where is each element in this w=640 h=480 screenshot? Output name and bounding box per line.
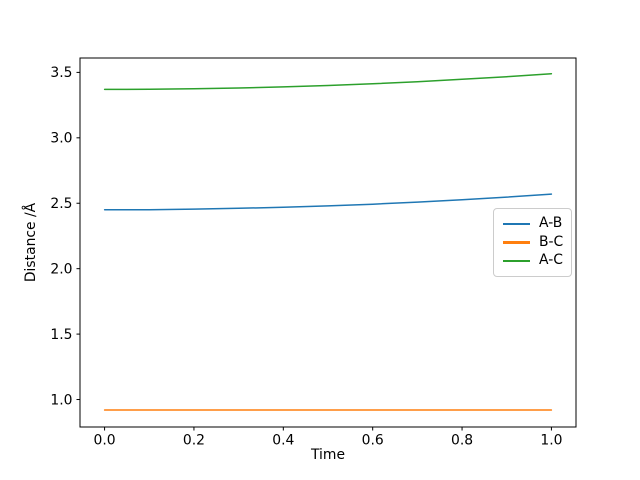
y-axis-ticks: 1.0 1.5 2.0 2.5 3.0 3.5 bbox=[50, 65, 80, 408]
series-line-a-b bbox=[103, 193, 553, 211]
series-line-a-c bbox=[103, 72, 553, 91]
y-tick-label: 2.0 bbox=[50, 261, 72, 277]
legend-entry: A-B bbox=[503, 214, 564, 231]
legend-line-swatch bbox=[503, 241, 530, 244]
y-tick-label: 1.0 bbox=[50, 392, 72, 408]
y-tick-label: 3.5 bbox=[50, 65, 72, 81]
legend-entry: B-C bbox=[503, 233, 564, 250]
x-tick-label: 0.8 bbox=[451, 433, 473, 449]
y-axis-label: Distance /Å bbox=[22, 202, 39, 282]
axes-frame bbox=[79, 57, 577, 428]
legend-line-swatch bbox=[503, 259, 530, 263]
x-tick-label: 0.2 bbox=[183, 433, 205, 449]
legend: A-B B-C A-C bbox=[493, 208, 572, 277]
legend-entry: A-C bbox=[503, 252, 564, 269]
legend-label: A-B bbox=[539, 214, 563, 231]
x-axis-label: Time bbox=[310, 447, 345, 463]
x-tick-label: 0.4 bbox=[272, 433, 294, 449]
legend-line-swatch bbox=[503, 222, 530, 226]
y-tick-label: 1.5 bbox=[50, 327, 72, 343]
legend-label: B-C bbox=[539, 233, 564, 250]
legend-label: A-C bbox=[539, 252, 563, 269]
y-tick-label: 3.0 bbox=[50, 131, 72, 147]
x-axis-ticks: 0.0 0.2 0.4 0.6 0.8 1.0 bbox=[94, 427, 562, 449]
y-tick-label: 2.5 bbox=[50, 196, 72, 212]
x-tick-label: 0.6 bbox=[362, 433, 384, 449]
x-tick-label: 1.0 bbox=[540, 433, 562, 449]
x-tick-label: 0.0 bbox=[94, 433, 116, 449]
series-lines bbox=[103, 72, 553, 411]
